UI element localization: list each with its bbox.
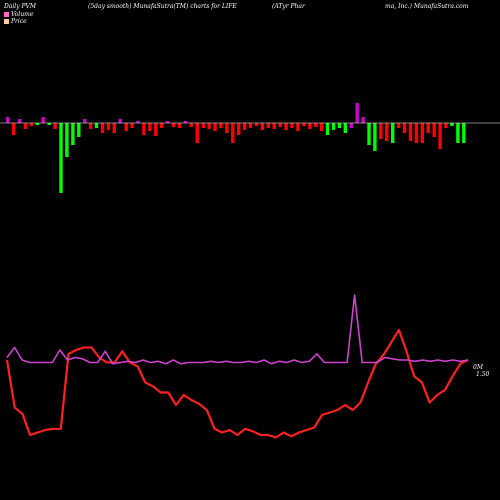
bar-4 bbox=[29, 123, 34, 126]
bar-50 bbox=[302, 123, 306, 126]
bar-76 bbox=[456, 123, 460, 143]
bar-19 bbox=[118, 119, 122, 123]
annotation-value: 1.50 bbox=[476, 371, 490, 378]
bar-36 bbox=[219, 123, 223, 128]
bar-69 bbox=[414, 123, 419, 143]
bar-31 bbox=[189, 123, 193, 127]
bar-15 bbox=[94, 123, 99, 128]
bar-6 bbox=[41, 117, 45, 123]
bar-21 bbox=[130, 123, 134, 128]
bar-16 bbox=[100, 123, 105, 133]
bar-39 bbox=[237, 123, 241, 135]
chart-title-part-3: (ATyr Phar bbox=[272, 3, 305, 10]
bar-58 bbox=[349, 123, 353, 128]
annotation-label: 0M bbox=[473, 364, 484, 371]
bar-5 bbox=[35, 123, 39, 125]
bar-32 bbox=[195, 123, 199, 143]
bar-72 bbox=[432, 123, 436, 137]
bar-7 bbox=[47, 123, 51, 125]
chart-title-part-4: ma, Inc.) MunafaSutra.com bbox=[385, 3, 469, 10]
bar-40 bbox=[242, 123, 247, 130]
legend-item-price: Price bbox=[4, 18, 27, 25]
legend-swatch-price bbox=[4, 19, 9, 24]
legend-label-volume: Volume bbox=[11, 11, 34, 18]
bar-49 bbox=[296, 123, 300, 131]
bar-18 bbox=[112, 123, 116, 133]
legend-label-price: Price bbox=[11, 18, 27, 25]
chart-title-part-1: Daily PVM bbox=[4, 3, 37, 10]
bar-34 bbox=[207, 123, 211, 129]
bar-13 bbox=[83, 119, 87, 123]
bar-33 bbox=[201, 123, 205, 128]
bar-75 bbox=[450, 123, 454, 126]
bar-47 bbox=[284, 123, 288, 130]
bar-59 bbox=[355, 103, 359, 123]
bar-51 bbox=[308, 123, 312, 129]
bar-60 bbox=[361, 117, 365, 123]
bar-63 bbox=[379, 123, 383, 139]
price-line bbox=[5, 328, 469, 439]
bar-series bbox=[6, 103, 466, 193]
line-series bbox=[5, 294, 469, 439]
bar-14 bbox=[88, 123, 93, 129]
bar-41 bbox=[248, 123, 253, 128]
legend-item-volume: Volume bbox=[4, 11, 33, 18]
bar-48 bbox=[290, 123, 294, 128]
bar-66 bbox=[396, 123, 401, 128]
bar-25 bbox=[154, 123, 158, 136]
bar-2 bbox=[17, 119, 22, 123]
bar-1 bbox=[11, 123, 16, 135]
bar-30 bbox=[183, 121, 188, 123]
bar-9 bbox=[59, 123, 63, 193]
bar-0 bbox=[6, 117, 10, 123]
bar-26 bbox=[160, 123, 164, 128]
bar-61 bbox=[367, 123, 371, 145]
bar-46 bbox=[278, 123, 282, 127]
bar-71 bbox=[426, 123, 430, 133]
bar-10 bbox=[65, 123, 69, 157]
bar-12 bbox=[77, 123, 81, 137]
bar-67 bbox=[402, 123, 407, 133]
bar-64 bbox=[385, 123, 389, 141]
bar-52 bbox=[314, 123, 318, 127]
bar-54 bbox=[325, 123, 330, 135]
bar-24 bbox=[148, 123, 152, 131]
bar-22 bbox=[136, 121, 140, 123]
legend-swatch-volume bbox=[4, 12, 9, 17]
bar-55 bbox=[331, 123, 336, 130]
bar-43 bbox=[260, 123, 265, 130]
bar-73 bbox=[438, 123, 442, 149]
bar-57 bbox=[343, 123, 347, 133]
volume-line bbox=[6, 294, 469, 365]
bar-29 bbox=[177, 123, 182, 128]
bar-56 bbox=[337, 123, 342, 128]
bar-53 bbox=[319, 123, 324, 131]
bar-77 bbox=[462, 123, 466, 143]
bar-65 bbox=[391, 123, 395, 143]
bar-8 bbox=[53, 123, 57, 129]
bar-17 bbox=[106, 123, 111, 130]
bar-27 bbox=[165, 121, 170, 123]
bar-37 bbox=[225, 123, 229, 133]
bar-28 bbox=[171, 123, 176, 127]
bar-38 bbox=[231, 123, 235, 143]
chart-title-part-2: (5day smooth) MunafaSutra(TM) charts for… bbox=[88, 3, 237, 10]
bar-44 bbox=[266, 123, 270, 128]
bar-70 bbox=[420, 123, 424, 143]
bar-45 bbox=[272, 123, 276, 129]
bar-35 bbox=[213, 123, 217, 131]
bar-23 bbox=[142, 123, 146, 135]
bar-20 bbox=[124, 123, 128, 131]
bar-68 bbox=[408, 123, 413, 141]
bar-62 bbox=[373, 123, 377, 151]
bar-42 bbox=[254, 123, 259, 126]
bar-3 bbox=[23, 123, 28, 129]
bar-74 bbox=[444, 123, 448, 128]
bar-11 bbox=[71, 123, 75, 145]
